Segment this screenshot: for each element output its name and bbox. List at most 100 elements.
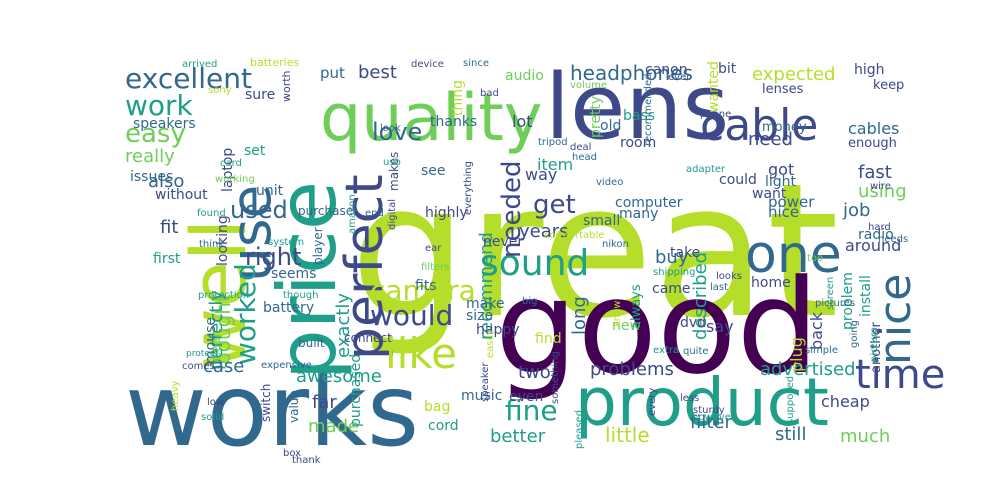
cloud-word: connect <box>344 331 392 345</box>
cloud-word: thing <box>450 80 466 116</box>
cloud-word: camera <box>370 274 476 307</box>
cloud-word: really <box>125 146 175 167</box>
cloud-word: purchase <box>298 204 353 218</box>
cloud-word: see <box>421 163 446 179</box>
cloud-word: cord <box>428 418 459 434</box>
cloud-word: know <box>612 301 623 327</box>
cloud-word: easy <box>125 119 186 149</box>
cloud-word: lot <box>512 112 533 131</box>
cloud-word: way <box>525 165 557 184</box>
cloud-word: use <box>219 185 283 282</box>
cloud-word: going <box>849 320 860 348</box>
cloud-word: wanted <box>706 61 722 113</box>
cloud-word: thank <box>292 455 321 466</box>
cloud-word: tripod <box>538 137 568 148</box>
cloud-word: came <box>652 281 691 297</box>
cloud-word: case <box>203 356 244 377</box>
cloud-word: battery <box>263 300 314 316</box>
cloud-word: less <box>680 393 699 404</box>
cloud-word: set <box>244 143 266 159</box>
cloud-word: look <box>380 123 401 134</box>
cloud-word: wire <box>870 181 891 192</box>
cloud-word: like <box>385 329 457 378</box>
cloud-word: dvd <box>680 315 706 331</box>
cloud-word: install <box>858 275 874 317</box>
cloud-word: room <box>620 135 656 151</box>
cloud-word: take <box>670 245 700 261</box>
cloud-word: looks <box>716 271 742 282</box>
cloud-word: though <box>283 290 318 301</box>
cloud-word: old <box>600 118 621 134</box>
cloud-word: advertised <box>760 359 856 380</box>
cloud-word: cables <box>848 119 899 138</box>
cloud-word: however <box>692 412 736 423</box>
cloud-word: best <box>358 62 397 83</box>
cloud-word: worth <box>280 70 293 102</box>
cloud-word: amazon <box>347 194 358 234</box>
cloud-word: never <box>483 234 523 250</box>
cloud-word: looking <box>215 215 231 266</box>
cloud-word: nikon <box>602 239 629 250</box>
cloud-word: needs <box>878 234 908 245</box>
cloud-word: power <box>768 193 815 211</box>
cloud-word: size <box>466 308 493 324</box>
cloud-word: recommended <box>643 74 654 146</box>
cloud-word: happy <box>476 322 520 338</box>
cloud-word: nice <box>768 203 799 221</box>
cloud-word: expected <box>752 64 835 85</box>
cloud-word: player <box>311 227 325 265</box>
cloud-word: sound <box>480 243 589 284</box>
cloud-word: last <box>710 282 728 293</box>
cloud-word: everything <box>463 161 474 215</box>
cloud-word: long <box>569 296 590 335</box>
cloud-word: perfectly <box>206 290 227 370</box>
cloud-word: job <box>842 200 870 221</box>
cloud-word: adapter <box>686 164 726 175</box>
cloud-word: put <box>320 64 345 82</box>
cloud-word: without <box>155 187 208 203</box>
cloud-word: mouse <box>203 317 219 364</box>
cloud-word: low <box>207 397 224 408</box>
cloud-word: big <box>522 296 537 307</box>
cloud-word: expensive <box>261 360 312 371</box>
cloud-word: problem <box>840 272 856 330</box>
cloud-word: quite <box>683 346 709 357</box>
cloud-word: money <box>762 120 807 135</box>
cloud-word: well <box>174 219 263 370</box>
cloud-word: work <box>125 89 194 122</box>
cloud-word: could <box>719 172 757 188</box>
cloud-word: unit <box>256 183 284 199</box>
cloud-word: made <box>308 416 359 437</box>
cloud-word: worked <box>229 263 262 365</box>
cloud-word: extra <box>653 345 679 356</box>
cloud-word: far <box>312 392 337 413</box>
cloud-word: value <box>287 390 301 423</box>
cloud-word: find <box>535 331 562 347</box>
cloud-word: volume <box>570 80 607 91</box>
cloud-word: end <box>365 208 384 219</box>
cloud-word: card <box>220 158 242 169</box>
cloud-word: quality <box>320 81 542 156</box>
cloud-word: speakers <box>133 116 196 132</box>
cloud-word: box <box>283 448 301 459</box>
cloud-word: working <box>215 174 255 185</box>
cloud-word: product <box>575 364 829 441</box>
cloud-word: cable <box>700 100 818 151</box>
cloud-word: always <box>629 284 644 329</box>
cloud-word: awesome <box>296 366 382 387</box>
cloud-word: pleased <box>574 410 585 449</box>
cloud-word: fit <box>160 217 178 238</box>
cloud-word: computer <box>615 195 683 211</box>
cloud-word: comfortable <box>544 230 604 241</box>
cloud-word: using <box>858 181 907 202</box>
cloud-word: enough <box>848 136 897 151</box>
cloud-word: bad <box>480 88 499 99</box>
cloud-word: also <box>148 171 184 192</box>
cloud-word: bought <box>211 294 235 365</box>
cloud-word: years <box>519 221 569 242</box>
cloud-word: every <box>647 388 658 416</box>
cloud-word: batteries <box>250 56 299 69</box>
cloud-word: hard <box>868 222 891 233</box>
cloud-word: deal <box>570 142 591 153</box>
